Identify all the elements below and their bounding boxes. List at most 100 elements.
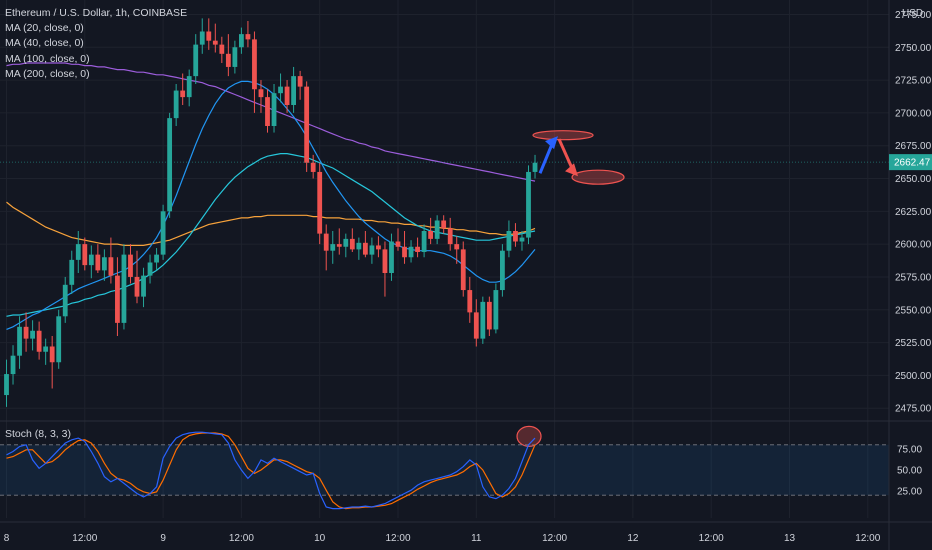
candle[interactable] [506, 220, 512, 258]
candle[interactable] [519, 231, 525, 251]
candle[interactable] [291, 66, 296, 113]
candle[interactable] [206, 18, 212, 50]
candle[interactable] [473, 299, 479, 347]
candle[interactable] [141, 267, 146, 308]
candle[interactable] [43, 338, 49, 365]
candle[interactable] [4, 359, 9, 407]
legend-ma100[interactable]: MA (100, close, 0) [5, 52, 90, 65]
upper-target-ellipse[interactable] [532, 130, 594, 141]
candle[interactable] [56, 309, 62, 369]
legend-ma200[interactable]: MA (200, close, 0) [5, 67, 90, 80]
candle[interactable] [154, 248, 159, 271]
candle[interactable] [10, 345, 16, 385]
symbol-title[interactable]: Ethereum / U.S. Dollar, 1h, COINBASE [5, 7, 188, 19]
candle[interactable] [232, 40, 238, 74]
candle[interactable] [447, 217, 453, 251]
candle[interactable] [428, 217, 434, 245]
candle[interactable] [193, 34, 199, 84]
candle[interactable] [513, 223, 518, 247]
candle[interactable] [160, 204, 166, 260]
candle[interactable] [330, 231, 336, 264]
candle[interactable] [36, 321, 42, 360]
candle[interactable] [95, 244, 101, 273]
candle[interactable] [252, 31, 257, 113]
candle[interactable] [284, 80, 290, 113]
candle[interactable] [245, 21, 251, 48]
candle[interactable] [434, 215, 440, 245]
candle[interactable] [17, 316, 22, 369]
candle[interactable] [147, 254, 153, 284]
candle[interactable] [317, 162, 323, 245]
candle-body [193, 44, 199, 77]
time-tick-label: 8 [4, 533, 10, 544]
legend-ma20[interactable]: MA (20, close, 0) [5, 22, 84, 35]
candle[interactable] [62, 276, 68, 323]
candle[interactable] [297, 70, 303, 100]
candle[interactable] [101, 249, 107, 281]
candle[interactable] [304, 81, 310, 172]
candle[interactable] [323, 224, 329, 271]
candle[interactable] [526, 165, 531, 245]
candle[interactable] [343, 233, 349, 258]
legend-ma40[interactable]: MA (40, close, 0) [5, 37, 84, 50]
lower-target-ellipse[interactable] [571, 169, 625, 185]
candle[interactable] [493, 283, 499, 334]
candle[interactable] [88, 245, 94, 279]
candle[interactable] [421, 224, 427, 258]
candle[interactable] [30, 320, 35, 351]
candle[interactable] [212, 23, 218, 53]
candle[interactable] [167, 112, 173, 218]
price-tick-label: 2775.00 [895, 10, 932, 21]
candle[interactable] [382, 241, 388, 297]
candle[interactable] [532, 154, 538, 179]
candle[interactable] [454, 236, 460, 264]
candle[interactable] [271, 84, 277, 133]
candle[interactable] [480, 296, 486, 344]
stoch-legend[interactable]: Stoch (8, 3, 3) [5, 428, 71, 440]
candle[interactable] [369, 237, 375, 264]
candle[interactable] [467, 276, 473, 323]
candle[interactable] [376, 236, 381, 258]
candle[interactable] [441, 215, 447, 234]
candle[interactable] [69, 250, 75, 294]
candle[interactable] [115, 257, 120, 336]
candle[interactable] [49, 336, 55, 389]
candle[interactable] [415, 237, 420, 258]
candle[interactable] [180, 73, 186, 106]
candle[interactable] [408, 240, 414, 263]
candle[interactable] [362, 231, 368, 258]
candle[interactable] [265, 89, 270, 133]
candle[interactable] [349, 228, 355, 252]
candle[interactable] [199, 18, 205, 54]
candle[interactable] [258, 80, 264, 113]
candle[interactable] [134, 250, 140, 304]
candle-body [304, 86, 310, 163]
candle[interactable] [128, 244, 133, 284]
candle[interactable] [278, 73, 283, 103]
candle[interactable] [108, 237, 114, 284]
candle[interactable] [225, 34, 231, 77]
stoch-highlight-ellipse[interactable] [516, 425, 542, 447]
candle[interactable] [239, 27, 244, 54]
candle[interactable] [500, 244, 505, 297]
candle[interactable] [82, 237, 88, 271]
candle[interactable] [402, 231, 407, 264]
candle[interactable] [336, 228, 342, 255]
candle[interactable] [310, 154, 316, 179]
candle[interactable] [75, 231, 81, 273]
candle[interactable] [121, 244, 127, 330]
candle[interactable] [395, 228, 401, 251]
time-axis[interactable]: 8 12:00 9 12:00 10 12:00 11 12:00 12 12:00 13 12:00 [0, 521, 932, 544]
candle[interactable] [389, 233, 394, 281]
candlesticks[interactable] [4, 18, 538, 407]
drawing-annotations[interactable] [516, 130, 625, 447]
candle[interactable] [460, 241, 466, 297]
candle[interactable] [186, 69, 192, 107]
candle[interactable] [219, 36, 225, 63]
candle[interactable] [23, 312, 29, 352]
price-axis[interactable]: 2475.00 2500.00 2525.00 2550.00 2575.00 2600.… [888, 0, 932, 550]
candle[interactable] [486, 296, 492, 336]
candle[interactable] [356, 237, 362, 260]
candle[interactable] [173, 84, 179, 126]
